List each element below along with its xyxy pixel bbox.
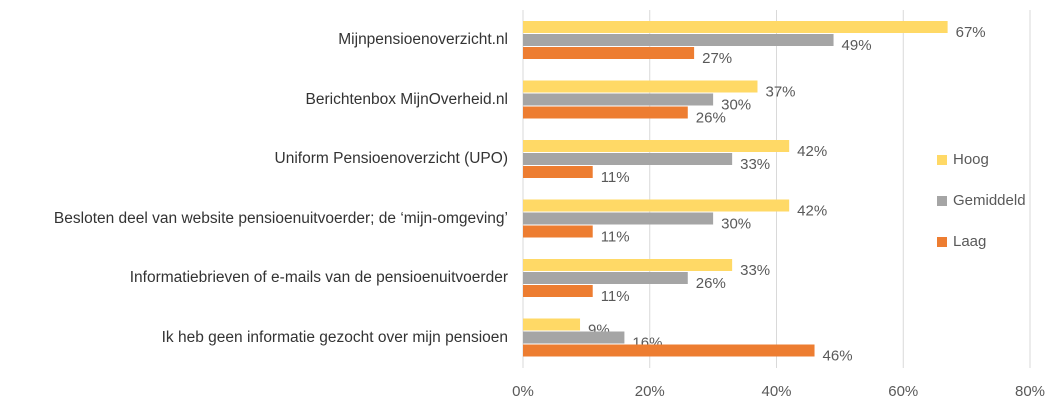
data-label: 26% [696,109,726,126]
x-tick-label: 60% [888,383,918,400]
bar [523,140,790,152]
bar [523,106,688,119]
bar [523,80,758,93]
bar [523,166,593,178]
category-text: Uniform Pensioenoverzicht (UPO) [274,150,508,167]
category-label: Informatiebrieven of e-mails van de pens… [8,268,508,288]
bar [523,331,625,344]
data-label: 26% [696,275,726,292]
data-label: 33% [740,156,770,173]
x-tick-label: 40% [761,383,791,400]
data-label: 27% [702,50,732,67]
bar [523,212,714,225]
data-label: 30% [721,96,751,113]
category-label: Besloten deel van website pensioenuitvoe… [8,209,508,229]
category-text: Berichtenbox MijnOverheid.nl [305,90,508,108]
bar [523,21,948,33]
category-label: Mijnpensioenoverzicht.nl [8,30,508,50]
x-tick-label: 20% [635,383,665,400]
x-tick-label: 80% [1015,383,1045,400]
data-label: 46% [823,347,853,364]
data-label: 42% [797,202,827,219]
category-text: Besloten deel van website pensioenuitvoe… [53,209,508,227]
bar [523,34,834,46]
data-label: 11% [601,288,630,305]
x-tick-label: 0% [512,383,534,400]
bar [523,318,581,331]
category-text: Informatiebrieven of e-mails van de pens… [129,269,508,286]
data-label: 37% [765,83,795,100]
bar [523,344,815,357]
bar [523,153,733,165]
legend-label: Laag [953,233,986,250]
bar [523,285,593,297]
data-label: 42% [797,143,827,160]
category-text: Mijnpensioenoverzicht.nl [338,31,508,48]
category-label: Uniform Pensioenoverzicht (UPO) [8,149,508,169]
category-label: Berichtenbox MijnOverheid.nl [8,90,508,110]
legend-label: Gemiddeld [953,192,1026,209]
bar [523,272,688,284]
bar [523,93,714,106]
data-label: 49% [842,37,872,54]
category-label: Ik heb geen informatie gezocht over mijn… [8,328,508,348]
data-label: 11% [601,228,630,245]
bar [523,259,733,271]
bar [523,225,593,238]
category-text: Ik heb geen informatie gezocht over mijn… [161,328,508,346]
bar [523,199,790,212]
data-label: 30% [721,215,751,232]
legend-swatch [937,237,947,247]
legend-swatch [937,196,947,206]
bar [523,47,695,59]
data-label: 11% [601,169,630,186]
data-label: 33% [740,262,770,279]
legend-label: Hoog [953,151,989,168]
data-label: 67% [956,24,986,41]
legend-swatch [937,155,947,165]
